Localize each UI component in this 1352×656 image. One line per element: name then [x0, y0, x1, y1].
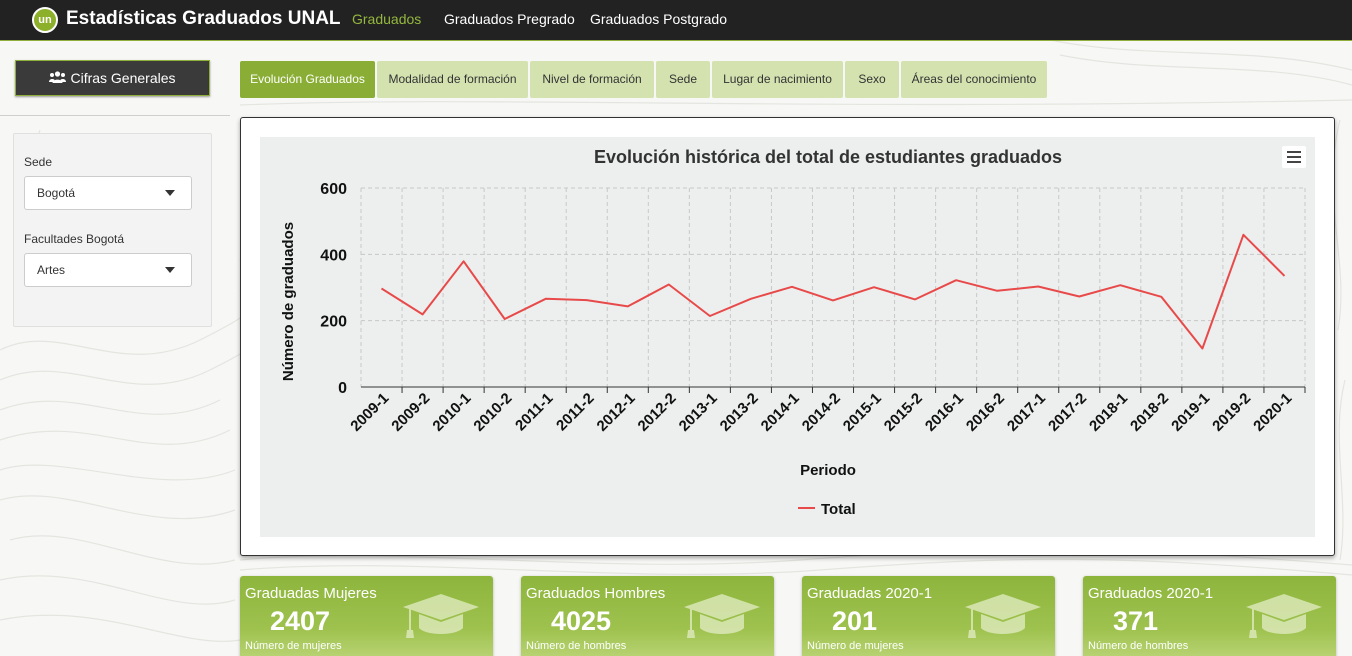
graduation-cap-icon	[403, 594, 479, 638]
card-title: Graduados Hombres	[526, 585, 666, 602]
x-tick-label: 2018-1	[1086, 390, 1131, 435]
legend-label: Total	[821, 501, 856, 518]
card-subtitle: Número de hombres	[526, 640, 627, 652]
x-tick-label: 2012-2	[635, 390, 680, 435]
x-tick-label: 2011-2	[553, 390, 597, 434]
users-icon	[49, 62, 67, 96]
sede-select[interactable]: Bogotá	[24, 176, 192, 210]
line-chart: Evolución histórica del total de estudia…	[280, 147, 1306, 518]
unal-logo: un	[32, 7, 58, 33]
y-tick-label: 400	[320, 247, 347, 264]
series-line-total	[380, 233, 1286, 350]
card-subtitle: Número de mujeres	[245, 640, 342, 652]
card-title: Graduados 2020-1	[1088, 585, 1214, 602]
x-tick-label: 2016-2	[963, 390, 1008, 435]
card-subtitle: Número de mujeres	[807, 640, 904, 652]
chart-title: Evolución histórica del total de estudia…	[594, 147, 1062, 167]
tab-nivel-formacion[interactable]: Nivel de formación	[530, 61, 654, 98]
card-title: Graduadas Mujeres	[245, 585, 377, 602]
x-tick-label: 2016-1	[922, 390, 967, 435]
card-value: 4025	[551, 606, 612, 636]
tab-areas-conocimiento[interactable]: Áreas del conocimiento	[901, 61, 1047, 98]
hamburger-icon-bar	[1287, 161, 1301, 163]
x-axis-title: Periodo	[800, 462, 856, 479]
x-tick-label: 2009-2	[388, 390, 433, 435]
hamburger-icon	[1287, 151, 1301, 153]
card-value: 371	[1113, 606, 1159, 636]
cifras-generales-label: Cifras Generales	[70, 70, 176, 86]
cifras-generales-button[interactable]: Cifras Generales	[15, 60, 210, 96]
tab-sede[interactable]: Sede	[656, 61, 710, 98]
card-value: 2407	[270, 606, 331, 636]
chart-panel: Evolución histórica del total de estudia…	[240, 117, 1335, 556]
top-navbar: un Estadísticas Graduados UNAL Graduados…	[0, 0, 1352, 41]
y-tick-label: 600	[320, 181, 347, 198]
y-tick-label: 0	[338, 380, 347, 397]
graduation-cap-icon	[1246, 594, 1322, 638]
x-tick-label: 2019-1	[1168, 390, 1213, 435]
x-tick-label: 2010-2	[470, 390, 515, 435]
x-tick-label: 2013-1	[676, 390, 721, 435]
chart-menu-button[interactable]	[1282, 146, 1306, 168]
x-tick-label: 2015-2	[881, 390, 926, 435]
chevron-down-icon	[165, 190, 175, 196]
card-graduados-2020-1: Graduados 2020-1 371 Número de hombres	[1083, 576, 1336, 656]
x-tick-label: 2019-2	[1209, 390, 1254, 435]
chevron-down-icon	[165, 267, 175, 273]
x-tick-label: 2014-1	[758, 390, 803, 435]
card-subtitle: Número de hombres	[1088, 640, 1189, 652]
nav-link-graduados-pregrado[interactable]: Graduados Pregrado	[444, 11, 575, 27]
x-tick-label: 2014-2	[799, 390, 844, 435]
x-tick-label: 2020-1	[1250, 390, 1295, 435]
x-tick-label: 2015-1	[840, 390, 885, 435]
facultad-select-value: Artes	[37, 263, 66, 277]
graduation-cap-icon	[684, 594, 760, 638]
filter-panel: Sede Bogotá Facultades Bogotá Artes	[13, 133, 212, 327]
nav-link-graduados-postgrado[interactable]: Graduados Postgrado	[590, 11, 727, 27]
hamburger-icon-bar	[1287, 156, 1301, 158]
card-graduadas-2020-1: Graduadas 2020-1 201 Número de mujeres	[802, 576, 1055, 656]
sede-label: Sede	[24, 155, 53, 169]
y-axis-title: Número de graduados	[280, 222, 297, 381]
x-tick-label: 2012-1	[594, 390, 639, 435]
sidebar-divider	[0, 115, 230, 116]
tab-modalidad-formacion[interactable]: Modalidad de formación	[377, 61, 528, 98]
facultad-select[interactable]: Artes	[24, 253, 192, 287]
graduation-cap-icon	[965, 594, 1041, 638]
card-value: 201	[832, 606, 878, 636]
card-graduados-hombres: Graduados Hombres 4025 Número de hombres	[521, 576, 774, 656]
sede-select-value: Bogotá	[37, 186, 76, 200]
facultad-label: Facultades Bogotá	[24, 232, 125, 246]
chart-background	[260, 137, 1315, 537]
card-title: Graduadas 2020-1	[807, 585, 933, 602]
x-tick-label: 2017-2	[1045, 390, 1090, 435]
nav-link-graduados[interactable]: Graduados	[352, 11, 422, 27]
tab-evolucion-graduados[interactable]: Evolución Graduados	[240, 61, 375, 98]
x-tick-label: 2013-2	[717, 390, 762, 435]
app-title[interactable]: Estadísticas Graduados UNAL	[66, 8, 341, 29]
card-graduadas-mujeres: Graduadas Mujeres 2407 Número de mujeres	[240, 576, 493, 656]
y-tick-label: 200	[320, 314, 347, 331]
x-tick-label: 2018-2	[1127, 390, 1172, 435]
x-tick-label: 2011-1	[512, 390, 556, 434]
x-tick-label: 2017-1	[1004, 390, 1049, 435]
x-tick-label: 2009-1	[347, 390, 392, 435]
tab-sexo[interactable]: Sexo	[845, 61, 899, 98]
x-tick-label: 2010-1	[429, 390, 474, 435]
tab-lugar-nacimiento[interactable]: Lugar de nacimiento	[712, 61, 843, 98]
